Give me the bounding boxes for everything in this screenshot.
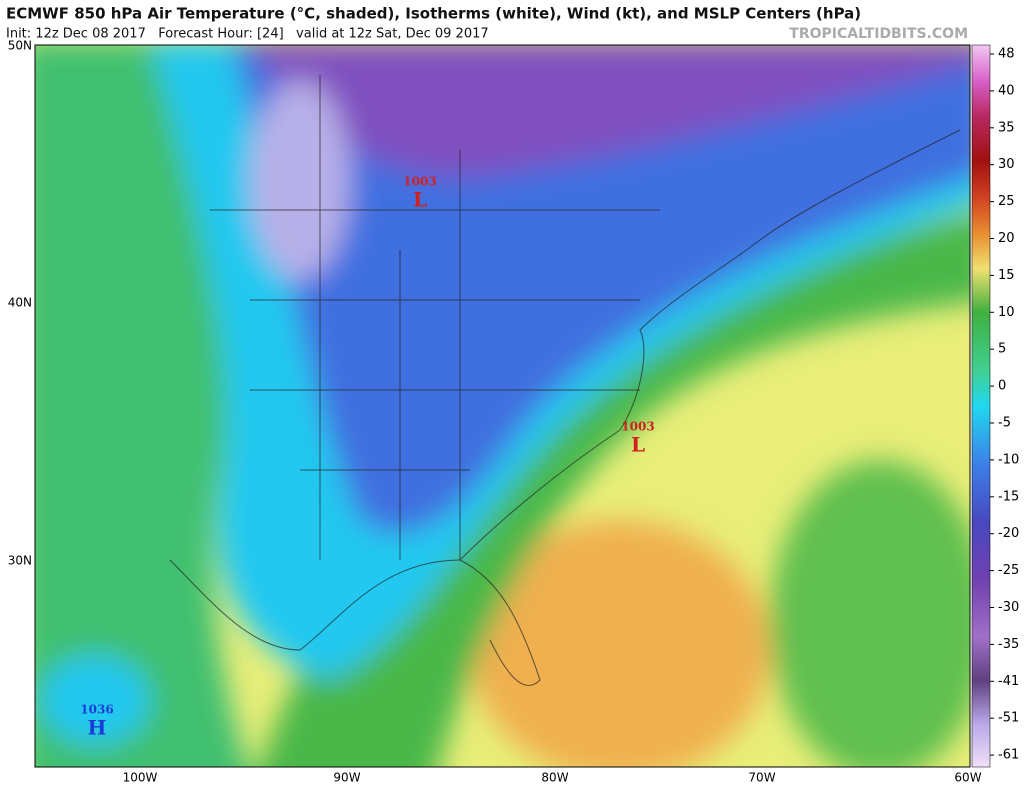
- pressure-symbol: L: [631, 433, 645, 457]
- colorbar-label: 40: [998, 83, 1015, 98]
- longitude-label: 80W: [541, 771, 568, 785]
- colorbar-label: 35: [998, 120, 1015, 135]
- colorbar-label: -41: [998, 674, 1019, 689]
- map-frame: [34, 44, 971, 768]
- temperature-field: [35, 45, 970, 767]
- latitude-label: 50N: [8, 39, 32, 53]
- longitude-label: 100W: [123, 771, 158, 785]
- longitude-label: 90W: [333, 771, 360, 785]
- pressure-value: 1003: [403, 175, 436, 189]
- pressure-symbol: L: [413, 188, 427, 212]
- colorbar-label: -35: [998, 637, 1019, 652]
- colorbar-label: -30: [998, 600, 1019, 615]
- watermark: TROPICALTIDBITS.COM: [789, 26, 968, 42]
- colorbar-label: 30: [998, 157, 1015, 172]
- colorbar-label: 20: [998, 231, 1015, 246]
- colorbar-label: -51: [998, 711, 1019, 726]
- colorbar: [971, 44, 991, 768]
- pressure-value: 1036: [80, 703, 113, 717]
- latitude-label: 40N: [8, 296, 32, 310]
- colorbar-label: 48: [998, 47, 1015, 62]
- pressure-value: 1003: [621, 420, 654, 434]
- longitude-label: 70W: [748, 771, 775, 785]
- colorbar-label: -5: [998, 416, 1011, 431]
- title: ECMWF 850 hPa Air Temperature (°C, shade…: [6, 5, 861, 23]
- colorbar-label: 10: [998, 305, 1015, 320]
- subtitle: Init: 12z Dec 08 2017 Forecast Hour: [24…: [6, 27, 489, 42]
- pressure-symbol: H: [88, 716, 107, 740]
- colorbar-label: -20: [998, 526, 1019, 541]
- colorbar-label: -10: [998, 452, 1019, 467]
- colorbar-label: -61: [998, 748, 1019, 763]
- colorbar-label: -25: [998, 563, 1019, 578]
- colorbar-label: 0: [998, 379, 1006, 394]
- coastlines: [169, 75, 961, 686]
- colorbar-label: 5: [998, 342, 1006, 357]
- colorbar-label: 15: [998, 268, 1015, 283]
- colorbar-label: -15: [998, 489, 1019, 504]
- longitude-label: 60W: [954, 771, 981, 785]
- colorbar-label: 25: [998, 194, 1015, 209]
- latitude-label: 30N: [8, 554, 32, 568]
